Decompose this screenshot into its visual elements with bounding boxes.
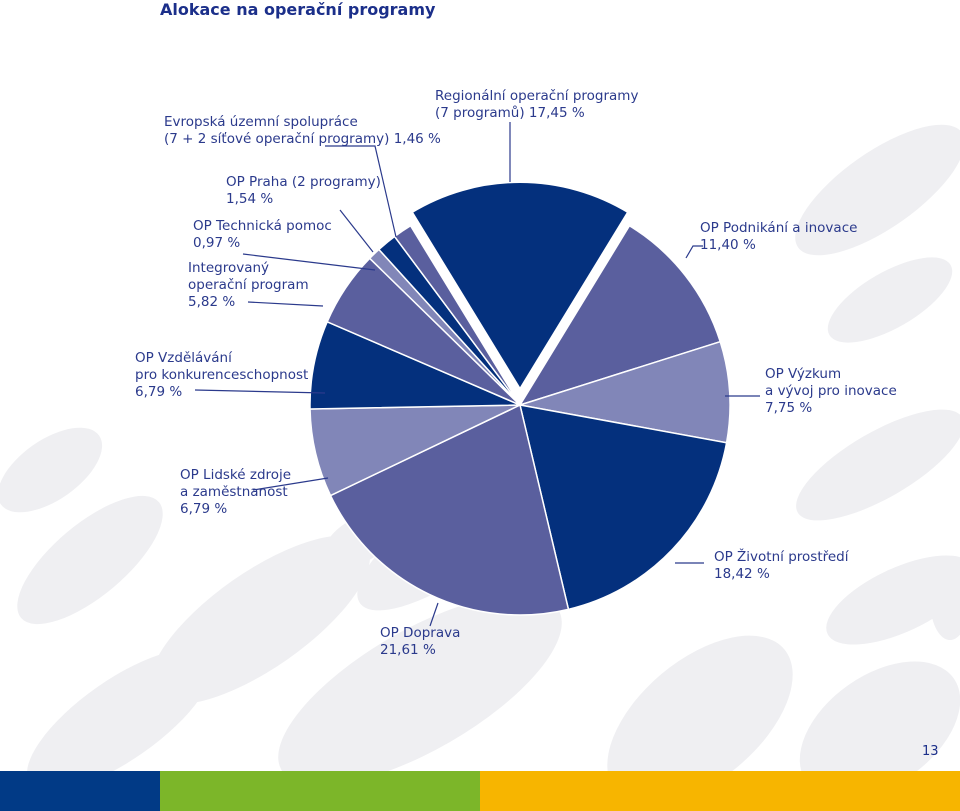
- leader-line-5: [685, 245, 703, 259]
- label-op-lidske-zdroje: OP Lidské zdroje a zaměstnanost 6,79 %: [180, 467, 292, 517]
- leader-lines: [194, 122, 760, 627]
- label-integrovany-op: Integrovaný operační program 5,82 %: [188, 260, 309, 310]
- background-ellipses: [0, 124, 960, 771]
- pie-slice-10: [393, 224, 521, 406]
- page-number: 13: [922, 744, 939, 759]
- footer-band-blue: [0, 771, 160, 811]
- leader-line-3: [242, 253, 376, 271]
- background-ellipse-11: [799, 661, 960, 771]
- background-ellipse-0: [795, 124, 960, 256]
- label-op-vzdelavani: OP Vzdělávání pro konkurenceschopnost 6,…: [135, 350, 309, 400]
- pie-slice-1: [518, 224, 722, 407]
- background-ellipse-1: [827, 257, 953, 343]
- label-op-technicka-pomoc: OP Technická pomoc 0,97 %: [193, 218, 332, 251]
- background-ellipse-8: [0, 427, 103, 513]
- background-ellipse-4: [930, 560, 960, 640]
- leader-line-4: [247, 301, 324, 307]
- background-ellipse-10: [607, 635, 793, 771]
- leader-line-1: [325, 145, 397, 238]
- footer-band-green: [160, 771, 480, 811]
- leader-line-8: [252, 477, 329, 491]
- pie-slice-2: [519, 340, 731, 444]
- label-op-vyzkum-vyvoj: OP Výzkum a vývoj pro inovace 7,75 %: [765, 366, 897, 416]
- label-op-zivotni-prostredi: OP Životní prostředí 18,42 %: [714, 549, 849, 582]
- pie-slice-0: [407, 179, 633, 395]
- footer-band-orange: [480, 771, 960, 811]
- label-op-podnikani-inovace: OP Podnikání a inovace 11,40 %: [700, 220, 858, 253]
- pie-slice-4: [329, 403, 570, 616]
- page-title: Alokace na operační programy: [160, 0, 436, 19]
- pie-slices: [309, 179, 731, 616]
- background-ellipse-2: [796, 409, 960, 521]
- label-op-doprava: OP Doprava 21,61 %: [380, 625, 461, 658]
- leader-line-6: [194, 389, 326, 394]
- leader-line-10: [429, 602, 439, 627]
- label-regionalni-op: Regionální operační programy (7 programů…: [435, 88, 639, 121]
- label-op-praha: OP Praha (2 programy) 1,54 %: [226, 174, 381, 207]
- pie-chart: [0, 122, 960, 771]
- pie-slice-3: [519, 404, 728, 611]
- background-ellipse-7: [17, 495, 163, 625]
- leader-line-2: [339, 209, 374, 253]
- background-ellipse-9: [278, 594, 562, 771]
- label-evropska-uzemni-spoluprace: Evropská územní spolupráce (7 + 2 síťové…: [164, 114, 441, 147]
- background-ellipse-12: [27, 648, 213, 771]
